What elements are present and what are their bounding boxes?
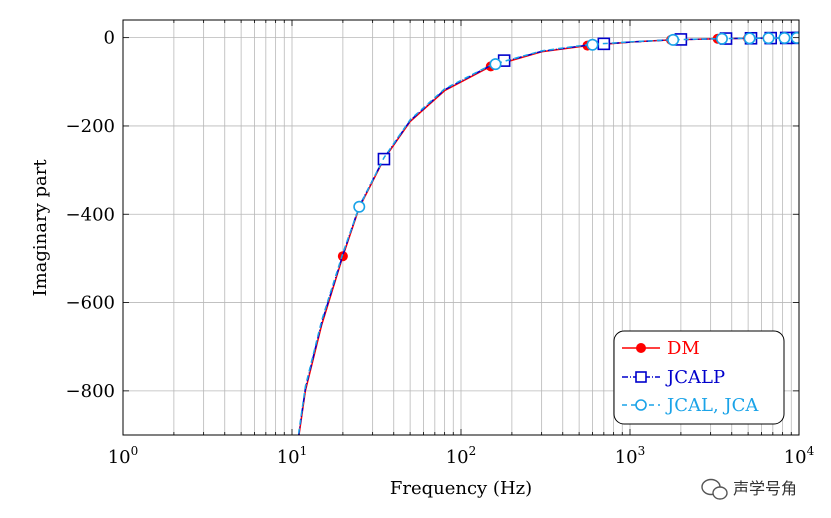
y-tick-label: −200	[66, 116, 115, 137]
data-point-jcal-jca	[667, 33, 680, 46]
data-point-jcal-jca	[715, 32, 728, 45]
legend: DM JCALP JCAL, JCA	[613, 330, 785, 425]
x-tick-base: 10	[784, 447, 807, 468]
x-tick-label: 103	[615, 444, 646, 468]
data-point-jcal-jca	[778, 31, 791, 44]
y-tick-label: 0	[104, 28, 115, 49]
legend-marker-jcal-jca	[635, 399, 647, 411]
x-tick-exponent: 1	[300, 444, 308, 458]
x-tick-exponent: 3	[638, 444, 646, 458]
data-point-jcal-jca	[743, 32, 756, 45]
y-tick-label: −600	[66, 293, 115, 314]
series-line-jcal-jca	[297, 37, 799, 435]
x-tick-base: 10	[108, 447, 131, 468]
watermark-text: 声学号角	[733, 479, 797, 498]
legend-marker-jcalp	[635, 371, 647, 383]
data-point-jcal-jca	[353, 200, 366, 213]
series-jcalp	[298, 31, 799, 435]
x-tick-label: 101	[277, 444, 308, 468]
x-tick-base: 10	[615, 447, 638, 468]
x-tick-label: 100	[108, 444, 139, 468]
x-tick-base: 10	[277, 447, 300, 468]
series-line-jcalp	[298, 37, 799, 435]
data-point-jcal-jca	[762, 32, 775, 45]
x-tick-label: 102	[446, 444, 477, 468]
series-layer	[297, 31, 799, 435]
legend-box	[613, 330, 785, 425]
x-tick-exponent: 2	[469, 444, 477, 458]
watermark: 声学号角	[701, 478, 797, 500]
x-tick-label: 104	[784, 444, 815, 468]
series-jcal-jca	[297, 31, 799, 435]
data-point-jcal-jca	[489, 58, 502, 71]
legend-entry-jcalp: JCALP	[622, 367, 725, 388]
series-dm	[298, 32, 799, 435]
legend-label-jcalp: JCALP	[665, 367, 725, 388]
y-tick-label: −400	[66, 204, 115, 225]
series-line-dm	[298, 37, 799, 435]
wechat-icon	[701, 478, 728, 500]
x-tick-exponent: 0	[131, 444, 139, 458]
y-axis-title: Imaginary part	[30, 159, 51, 297]
y-tick-label: −800	[66, 381, 115, 402]
x-tick-base: 10	[446, 447, 469, 468]
data-point-jcal-jca	[586, 38, 599, 51]
x-tick-exponent: 4	[807, 444, 815, 458]
legend-label-jcal-jca: JCAL, JCA	[665, 395, 759, 416]
legend-entry-dm: DM	[622, 338, 700, 359]
legend-marker-dm	[636, 343, 646, 353]
legend-label-dm: DM	[667, 338, 700, 359]
x-axis-title: Frequency (Hz)	[390, 478, 532, 499]
legend-entry-jcal-jca: JCAL, JCA	[622, 395, 759, 416]
